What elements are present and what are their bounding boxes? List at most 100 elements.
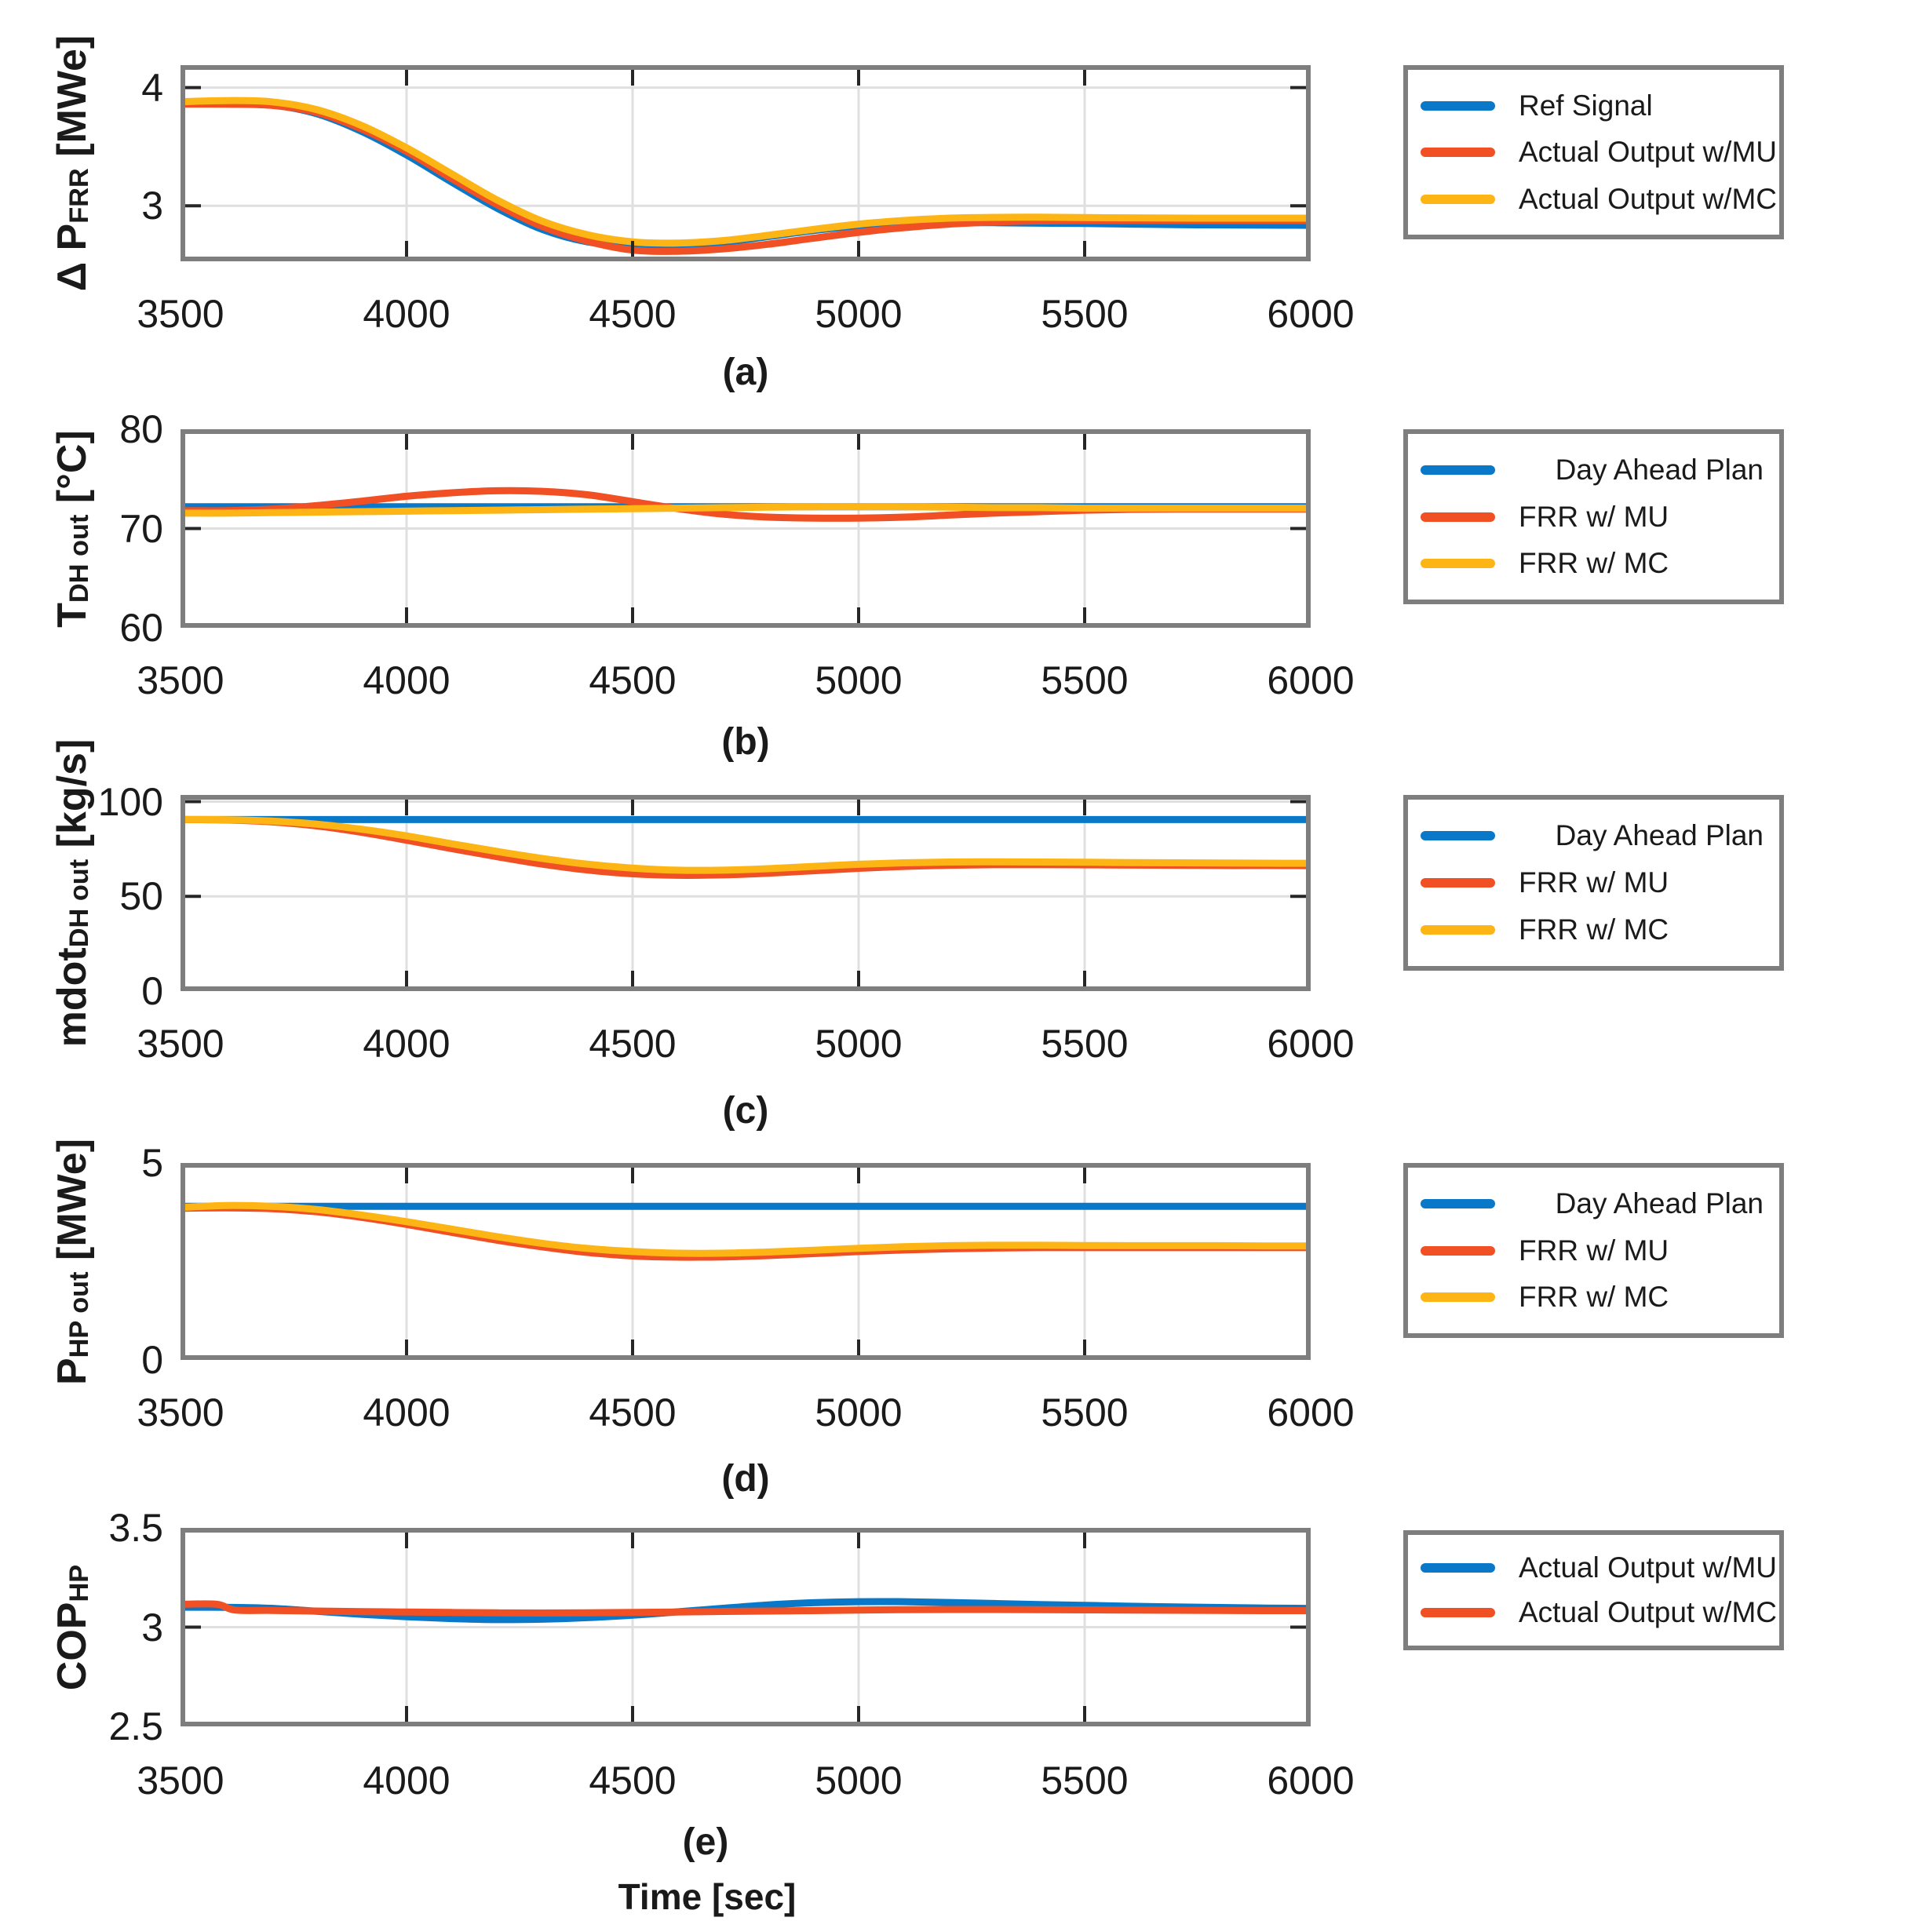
x-tick-label: 3500	[137, 1022, 224, 1066]
gridlines-c	[183, 797, 1308, 989]
legend-label: Actual Output w/MU	[1519, 136, 1778, 168]
subplot-caption-c: (c)	[722, 1090, 769, 1132]
x-tick-label: 5500	[1041, 658, 1129, 702]
legend-label: FRR w/ MU	[1519, 866, 1669, 899]
x-tick-label: 4500	[589, 1391, 677, 1434]
legend-line-swatch	[1421, 878, 1495, 888]
legend-item: FRR w/ MC	[1421, 546, 1764, 581]
legend-label: Ref Signal	[1519, 89, 1653, 122]
legend-line-swatch	[1421, 148, 1495, 157]
y-tick-label: 3	[141, 1605, 163, 1649]
tick-marks-e	[185, 1533, 1306, 1722]
legend-label: Day Ahead Plan	[1555, 819, 1764, 851]
series-line-actual-output-w-mc	[185, 97, 1306, 247]
subplot-e-plot-area	[181, 1528, 1311, 1726]
y-tick-label: 3.5	[108, 1506, 163, 1550]
x-tick-label: 3500	[137, 1391, 224, 1434]
legend-line-swatch	[1421, 559, 1495, 569]
x-tick-label: 3500	[137, 292, 224, 336]
y-axis-label-e: COP HP	[45, 1235, 100, 1932]
x-tick-label: 5000	[815, 658, 903, 702]
legend-label: FRR w/ MU	[1519, 1234, 1669, 1267]
legend-b: Day Ahead Plan FRR w/ MU FRR w/ MC	[1403, 429, 1784, 604]
y-tick-label: 80	[119, 407, 163, 451]
legend-line-swatch	[1421, 465, 1495, 475]
x-tick-label: 4000	[363, 1391, 450, 1434]
x-tick-label: 4000	[363, 1759, 450, 1803]
x-tick-label: 6000	[1267, 1759, 1355, 1803]
subplot-c-canvas	[181, 795, 1311, 991]
tick-marks-d	[405, 1168, 1086, 1355]
legend-line-swatch	[1421, 512, 1495, 522]
x-tick-label: 4500	[589, 1759, 677, 1803]
legend-a: Ref Signal Actual Output w/MU Actual Outpu…	[1403, 65, 1784, 239]
x-tick-label: 3500	[137, 658, 224, 702]
x-tick-label: 4000	[363, 292, 450, 336]
legend-line-swatch	[1421, 1245, 1495, 1256]
legend-line-swatch	[1421, 831, 1495, 840]
x-tick-label: 5500	[1041, 1759, 1129, 1803]
y-tick-label: 3	[141, 184, 163, 228]
x-tick-label: 6000	[1267, 1391, 1355, 1434]
x-tick-label: 6000	[1267, 658, 1355, 702]
legend-label: Actual Output w/MC	[1519, 182, 1778, 215]
legend-label: Actual Output w/MU	[1519, 1551, 1778, 1584]
x-axis-title: Time [sec]	[618, 1876, 797, 1917]
legend-item: Ref Signal	[1421, 89, 1764, 123]
x-tick-label: 6000	[1267, 1022, 1355, 1066]
tick-marks-c	[185, 800, 1306, 986]
legend-item: Day Ahead Plan	[1421, 453, 1764, 487]
legend-line-swatch	[1421, 925, 1495, 935]
legend-item: FRR w/ MC	[1421, 913, 1764, 947]
subplot-b-canvas	[181, 429, 1311, 628]
legend-line-swatch	[1421, 1607, 1495, 1617]
legend-item: Day Ahead Plan	[1421, 818, 1764, 853]
subplot-caption-d: (d)	[721, 1458, 770, 1500]
series-line-actual-output-w-mu	[185, 100, 1306, 255]
legend-d: Day Ahead Plan FRR w/ MU FRR w/ MC	[1403, 1163, 1784, 1338]
x-tick-label: 4500	[589, 658, 677, 702]
x-tick-label: 4500	[589, 292, 677, 336]
subplot-d-canvas	[181, 1163, 1311, 1360]
x-tick-label: 5500	[1041, 292, 1129, 336]
legend-e: Actual Output w/MU Actual Output w/MC	[1403, 1530, 1784, 1650]
legend-label: FRR w/ MC	[1519, 547, 1669, 580]
x-tick-label: 3500	[137, 1759, 224, 1803]
legend-item: Actual Output w/MC	[1421, 1595, 1777, 1630]
legend-item: Actual Output w/MU	[1421, 135, 1777, 170]
x-tick-label: 5500	[1041, 1391, 1129, 1434]
legend-line-swatch	[1421, 1292, 1495, 1303]
legend-label: Actual Output w/MC	[1519, 1595, 1778, 1628]
x-tick-label: 4000	[363, 658, 450, 702]
y-tick-label: 5	[141, 1141, 163, 1185]
y-tick-label: 2.5	[108, 1704, 163, 1748]
y-tick-label: 100	[97, 779, 163, 824]
gridlines-e	[183, 1530, 1308, 1724]
y-axis-label-text: COP	[49, 1602, 95, 1690]
y-axis-label-subscript: HP	[64, 1564, 95, 1602]
y-tick-label: 60	[119, 606, 163, 650]
series-line-frr-w-mc	[185, 815, 1306, 874]
legend-line-swatch	[1421, 100, 1495, 111]
legend-line-swatch	[1421, 1563, 1495, 1573]
y-tick-label: 0	[141, 969, 163, 1013]
legend-item: FRR w/ MU	[1421, 1234, 1764, 1268]
gridlines-b	[183, 432, 1308, 625]
x-tick-label: 5000	[815, 1391, 903, 1434]
subplot-c-plot-area	[181, 795, 1311, 991]
legend-item: FRR w/ MU	[1421, 500, 1764, 534]
subplot-a-plot-area	[181, 65, 1311, 261]
gridlines-a	[183, 67, 1308, 259]
y-tick-label: 50	[119, 874, 163, 919]
y-tick-label: 0	[141, 1338, 163, 1382]
gridlines-d	[405, 1165, 1086, 1358]
legend-item: FRR w/ MU	[1421, 866, 1764, 900]
x-tick-label: 4500	[589, 1022, 677, 1066]
legend-label: FRR w/ MC	[1519, 1281, 1669, 1314]
x-tick-label: 4000	[363, 1022, 450, 1066]
series-line-frr-w-mc	[185, 1201, 1306, 1257]
x-tick-label: 5000	[815, 292, 903, 336]
subplot-caption-b: (b)	[721, 721, 770, 763]
subplot-e-canvas	[181, 1528, 1311, 1726]
